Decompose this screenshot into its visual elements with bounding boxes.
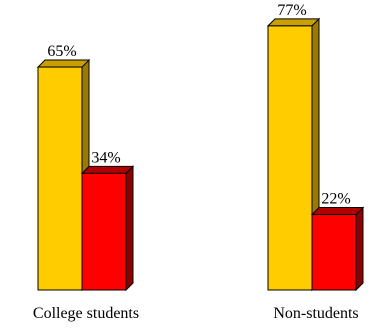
data-label-non-students-series-2: 22% (321, 191, 350, 208)
bar-non-students-series-1-front (267, 25, 313, 291)
bar-non-students-series-2 (310, 206, 365, 292)
bar-non-students-series-1-top (266, 18, 321, 27)
data-label-college-students-series-1: 65% (47, 43, 76, 60)
bars-layer (36, 17, 365, 292)
bar-college-students-series-2-side (125, 165, 134, 292)
bar-college-students-series-2-top (80, 165, 135, 174)
bar-college-students-series-1-front (37, 66, 83, 291)
category-label-non-students: Non-students (273, 305, 358, 322)
bar-college-students-series-2-front (81, 172, 127, 291)
bar-college-students-series-1-top (36, 59, 91, 68)
bar-non-students-series-2-front (311, 214, 357, 291)
bar-non-students-series-2-side (355, 206, 364, 292)
bar-college-students-series-2 (80, 165, 135, 292)
bar-non-students-series-2-top (310, 207, 365, 216)
bar-non-students-series-1 (266, 17, 321, 292)
data-label-non-students-series-1: 77% (277, 2, 306, 19)
category-label-college-students: College students (33, 305, 139, 322)
labels-layer: 65% 34% College students 77% 22% Non-students (33, 2, 359, 322)
data-label-college-students-series-2: 34% (91, 149, 120, 166)
bar-college-students-series-1 (36, 58, 91, 292)
